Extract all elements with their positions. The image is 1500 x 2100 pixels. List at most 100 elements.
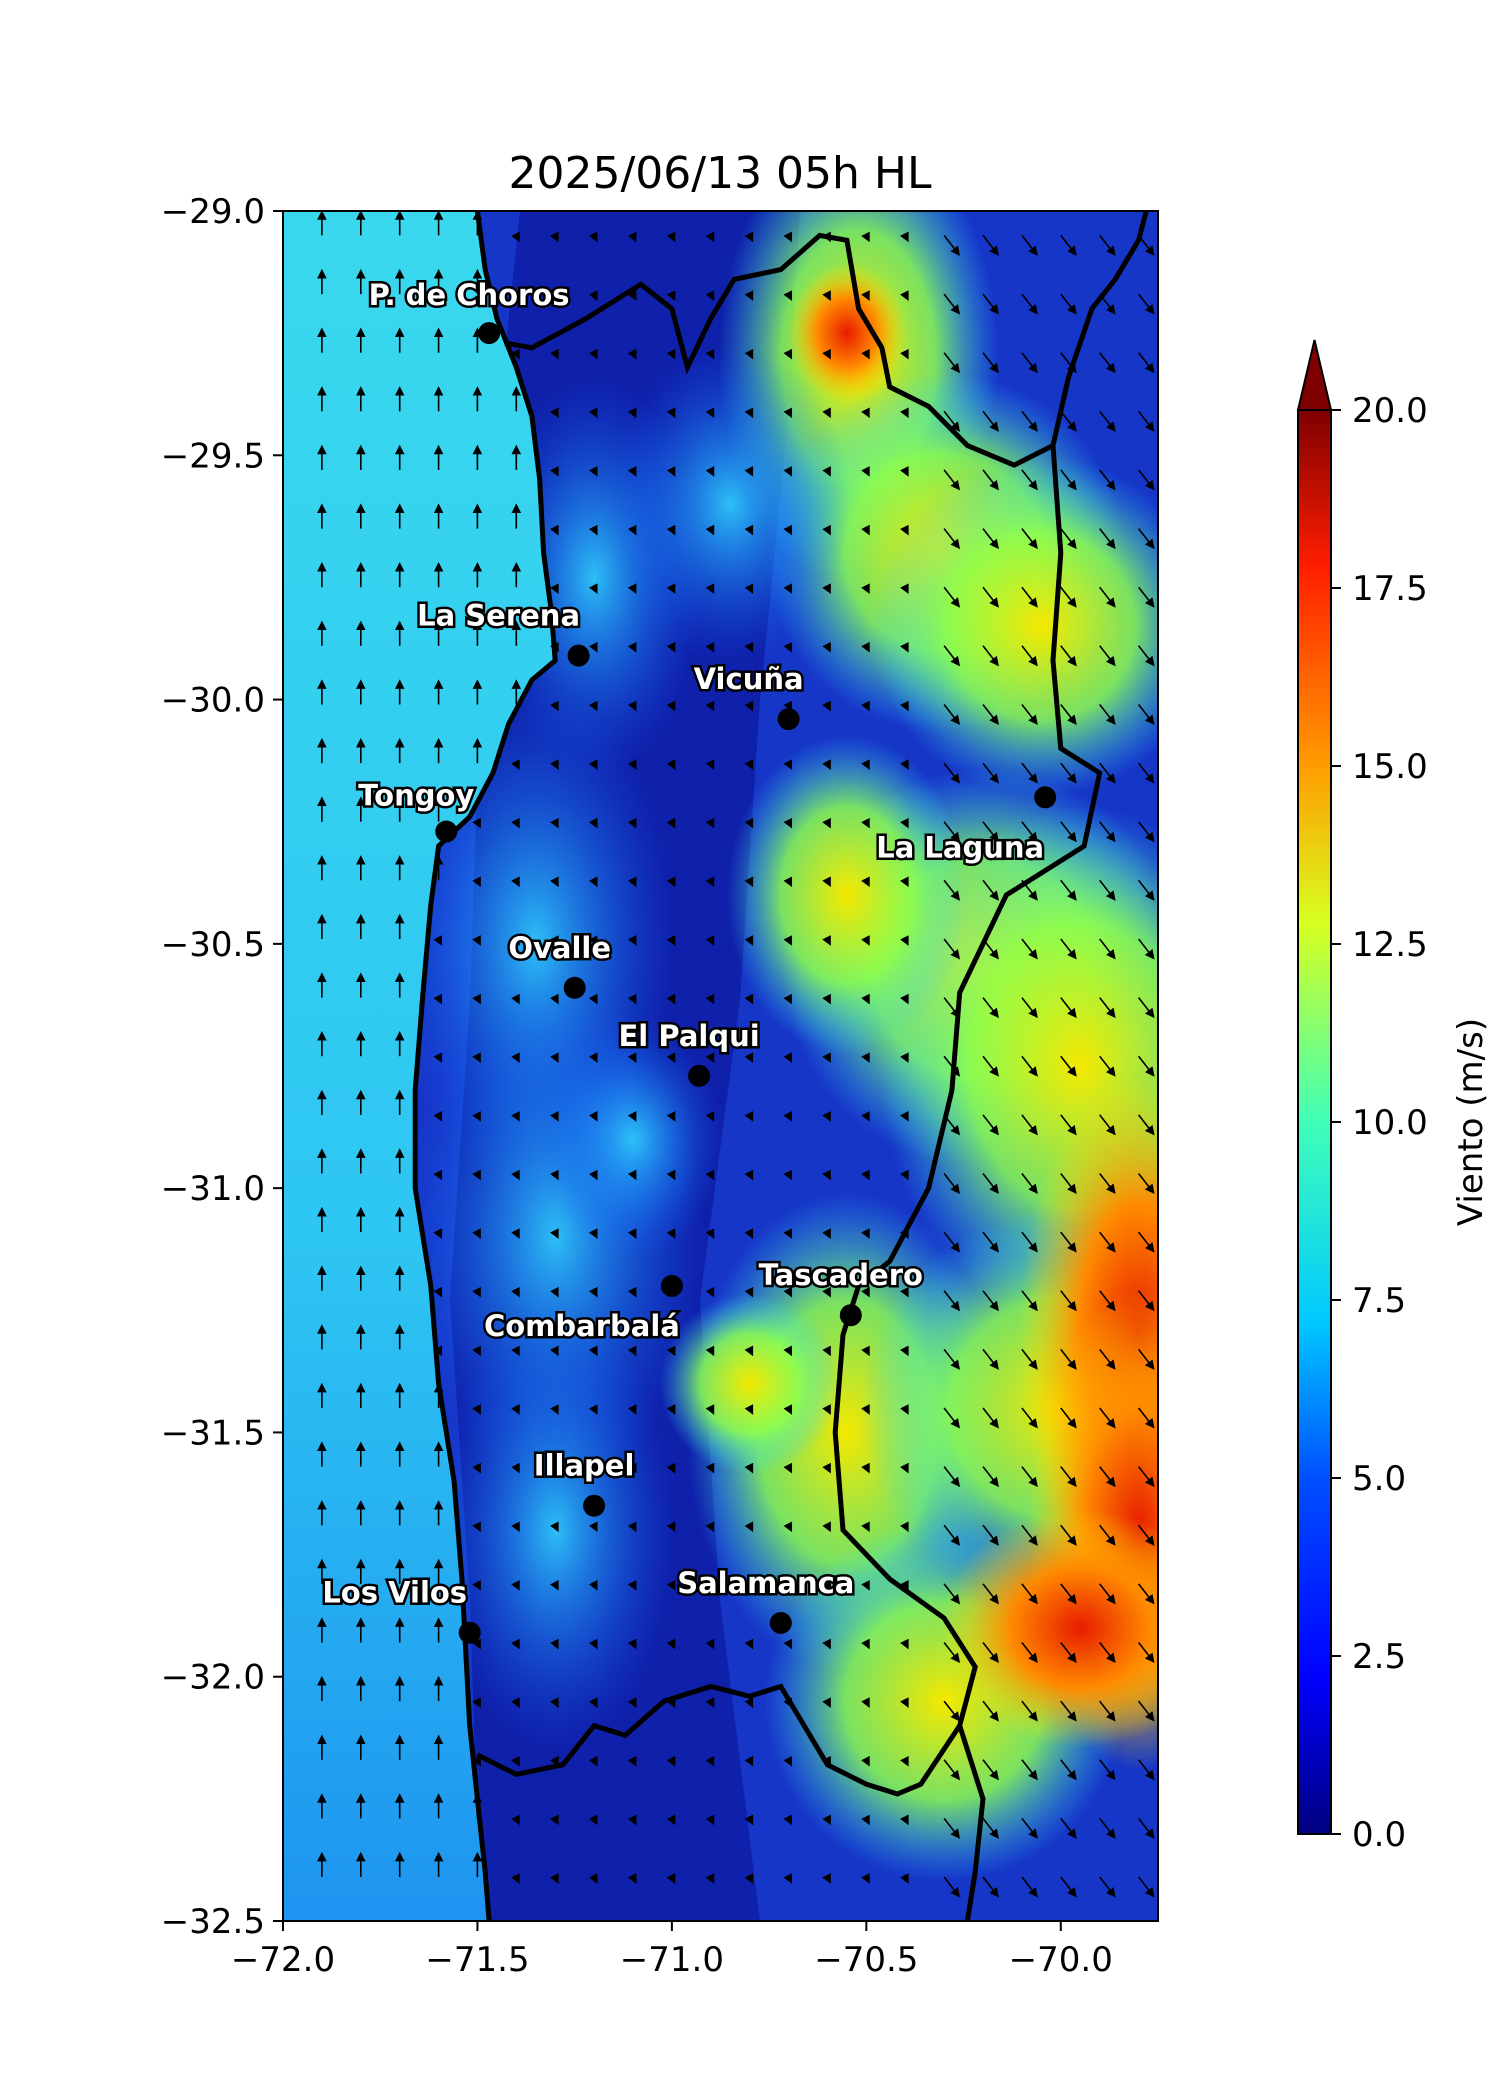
wind-arrow (550, 759, 559, 770)
wind-arrow (943, 1348, 961, 1370)
map-title: 2025/06/13 05h HL (508, 148, 932, 199)
wind-arrow (822, 583, 831, 595)
wind-arrow (1137, 1642, 1155, 1664)
wind-arrow (588, 348, 598, 360)
city-marker (1034, 786, 1057, 809)
wind-arrow (1099, 645, 1116, 667)
wind-arrow (588, 1521, 598, 1533)
wind-arrow (943, 1700, 961, 1722)
wind-arrow (943, 645, 961, 667)
ocean-wind-field (283, 211, 556, 1921)
wind-arrow (783, 1462, 793, 1474)
wind-arrow (1060, 821, 1077, 843)
wind-arrow (1137, 1173, 1155, 1195)
wind-arrow (900, 1814, 909, 1826)
wind-arrow (943, 410, 961, 432)
wind-arrow (900, 1111, 909, 1122)
city-marker (688, 1064, 711, 1087)
wind-arrow (1060, 469, 1077, 491)
city-label: Combarbalá (484, 1309, 680, 1343)
wind-arrow (666, 1462, 676, 1474)
wind-arrow (1099, 1173, 1116, 1195)
wind-arrow (1021, 1759, 1038, 1781)
wind-arrow (472, 1404, 481, 1415)
wind-arrow (666, 1755, 676, 1767)
city-label: La Serena (417, 599, 580, 633)
wind-arrow (900, 348, 909, 360)
wind-arrow (900, 1404, 909, 1415)
wind-arrow (666, 1111, 676, 1122)
wind-arrow (511, 759, 520, 770)
wind-arrow (783, 1755, 793, 1767)
wind-arrow (744, 1462, 754, 1474)
wind-arrow (1137, 469, 1155, 491)
wind-arrow (472, 1111, 481, 1122)
wind-arrow (982, 879, 999, 901)
wind-arrow (1060, 1466, 1077, 1488)
wind-arrow (511, 1169, 520, 1181)
wind-arrow (627, 466, 637, 477)
wind-arrow (705, 407, 715, 419)
wind-arrow (705, 290, 715, 301)
wind-arrow (1060, 1876, 1077, 1898)
city-label: Vicuña (694, 662, 804, 696)
wind-arrow (943, 586, 961, 608)
wind-arrow (1060, 352, 1077, 374)
wind-arrow (1021, 645, 1038, 667)
colorbar-extend-arrow (1296, 339, 1333, 411)
wind-arrow (1137, 762, 1155, 784)
wind-arrow (550, 1697, 559, 1708)
wind-arrow (900, 407, 909, 419)
wind-arrow (900, 1873, 909, 1884)
wind-patch (659, 1293, 840, 1474)
wind-arrow (1021, 1700, 1038, 1722)
wind-arrow (822, 759, 831, 770)
wind-arrow (705, 1345, 715, 1357)
wind-arrow (861, 700, 870, 712)
wind-arrow (861, 817, 870, 829)
wind-arrow (550, 1638, 559, 1650)
wind-arrow (783, 290, 793, 301)
wind-vectors (317, 211, 1155, 1898)
wind-arrow (822, 1345, 831, 1357)
wind-arrow (783, 1052, 793, 1064)
y-tick-label: −30.0 (161, 681, 265, 721)
wind-arrow (666, 935, 676, 946)
wind-arrow (627, 1697, 637, 1708)
wind-arrow (433, 1169, 443, 1181)
wind-arrow (705, 1580, 715, 1591)
wind-arrow (1060, 1348, 1077, 1370)
wind-arrow (1021, 1817, 1038, 1839)
wind-arrow (472, 1228, 481, 1239)
wind-arrow (861, 1697, 870, 1708)
city-label: Salamanca (677, 1566, 854, 1600)
wind-arrow (783, 348, 793, 360)
wind-arrow (588, 641, 598, 653)
wind-arrow (627, 1755, 637, 1767)
wind-arrow (900, 1697, 909, 1708)
y-tick-label: −31.0 (161, 1169, 265, 1209)
wind-arrow (982, 1348, 999, 1370)
wind-arrow (1137, 879, 1155, 901)
wind-arrow (900, 1521, 909, 1533)
wind-arrow (588, 1286, 598, 1298)
wind-arrow (822, 1111, 831, 1122)
wind-arrow (822, 641, 831, 653)
wind-arrow (1137, 1348, 1155, 1370)
wind-arrow (783, 466, 793, 477)
wind-arrow (982, 352, 999, 374)
wind-arrow (550, 935, 559, 946)
wind-arrow (550, 1755, 559, 1767)
wind-arrow (705, 524, 715, 536)
wind-patch (726, 735, 967, 1055)
wind-arrow (588, 1169, 598, 1181)
wind-arrow (666, 1580, 676, 1591)
city-marker (769, 1612, 792, 1634)
y-tick-label: −30.5 (161, 925, 265, 965)
wind-arrow (1099, 234, 1116, 256)
wind-arrow (900, 1462, 909, 1474)
wind-arrow (900, 1228, 909, 1239)
wind-arrow (744, 1228, 754, 1239)
wind-arrow (1021, 1348, 1038, 1370)
city-marker (435, 820, 458, 843)
